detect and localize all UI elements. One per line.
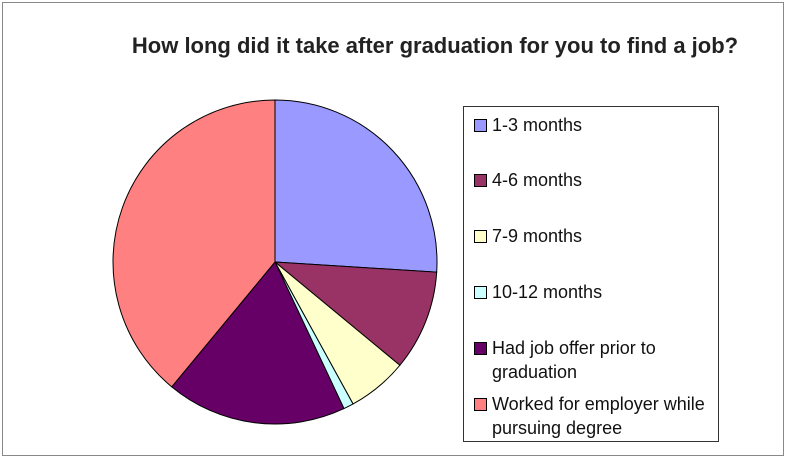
legend-item: 4-6 months — [474, 168, 714, 192]
legend-swatch — [474, 398, 487, 411]
legend-swatch — [474, 230, 487, 243]
chart-frame — [2, 2, 784, 456]
legend-label: Worked for employer while pursuing degre… — [492, 394, 705, 438]
legend-swatch — [474, 174, 487, 187]
legend-item: 10-12 months — [474, 280, 714, 304]
legend-item: Had job offer prior to graduation — [474, 336, 714, 384]
legend-swatch — [474, 286, 487, 299]
legend-label: 1-3 months — [492, 115, 583, 135]
legend-label: 7-9 months — [492, 226, 583, 246]
legend-swatch — [474, 342, 487, 355]
pie-slice — [274, 99, 438, 273]
legend-item: Worked for employer while pursuing degre… — [474, 392, 714, 440]
pie-slice — [171, 261, 345, 425]
legend-label: 4-6 months — [492, 170, 583, 190]
chart-title: How long did it take after graduation fo… — [131, 33, 739, 58]
legend-item: 1-3 months — [474, 113, 714, 137]
legend-item: 7-9 months — [474, 224, 714, 248]
legend-label: Had job offer prior to graduation — [492, 338, 656, 382]
pie-slice — [273, 261, 438, 366]
pie-slice — [112, 99, 276, 388]
legend-label: 10-12 months — [492, 282, 603, 302]
legend-swatch — [474, 119, 487, 132]
legend: 1-3 months 4-6 months 7-9 months 10-12 mont… — [463, 106, 719, 442]
